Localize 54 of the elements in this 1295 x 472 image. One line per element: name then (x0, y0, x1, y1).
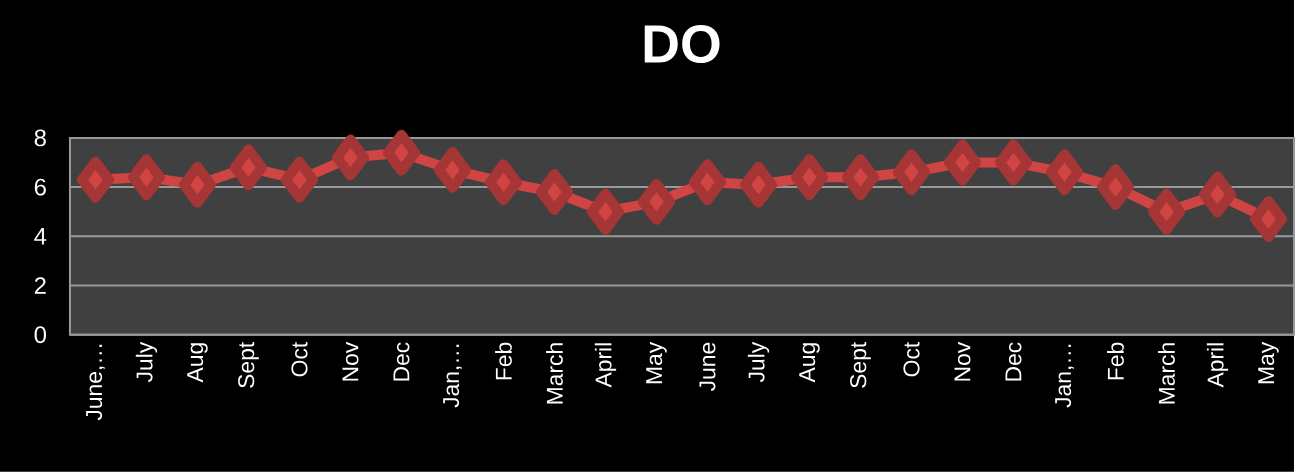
x-tick-label: Oct (291, 342, 308, 377)
point (433, 147, 471, 194)
point (739, 161, 777, 208)
x-tick-label: Feb (1107, 342, 1124, 380)
point (280, 156, 318, 203)
point (1199, 171, 1236, 218)
y-tick-label: 8 (34, 129, 46, 147)
x-tick-label: March (546, 343, 563, 404)
point (331, 134, 369, 181)
y-tick-label: 0 (34, 326, 47, 344)
point (229, 144, 267, 191)
chart-title: DO (644, 25, 720, 64)
x-tick-label: Oct (903, 342, 920, 377)
x-tick-label: Jan,… (1055, 345, 1074, 408)
x-tick-label: June,… (86, 345, 105, 421)
point (842, 154, 879, 201)
x-tick-label: Sept (850, 342, 871, 389)
point (382, 129, 420, 176)
point (1046, 149, 1083, 196)
x-tick-label: June (699, 342, 716, 392)
point (484, 159, 522, 206)
x-tick-label: Aug (799, 343, 820, 383)
point (790, 154, 828, 201)
point (1250, 196, 1287, 243)
x-tick-label: Dec (393, 342, 410, 381)
point (76, 156, 114, 203)
x-tick-label: Aug (187, 343, 208, 383)
x-tick-label: July (747, 342, 770, 383)
x-tick-label: March (1158, 343, 1175, 404)
x-tick-label: Nov (954, 342, 971, 381)
point (995, 139, 1032, 186)
x-tick-label: Dec (1005, 342, 1022, 381)
point (535, 169, 573, 216)
x-tick-label: April (594, 343, 617, 388)
x-tick-label: Feb (495, 342, 512, 380)
y-tick-label: 4 (34, 228, 47, 245)
point (127, 154, 165, 201)
point (586, 188, 624, 235)
y-tick-label: 6 (34, 178, 46, 196)
point (688, 159, 726, 206)
point (1097, 164, 1134, 211)
point (637, 179, 675, 226)
x-tick-label: May (646, 342, 667, 384)
x-tick-label: July (135, 342, 158, 383)
x-tick-label: Jan,… (443, 345, 462, 408)
x-tick-label: Sept (238, 342, 259, 389)
y-tick-label: 2 (34, 277, 46, 295)
point (1148, 188, 1185, 235)
x-tick-label: April (1206, 343, 1229, 388)
x-tick-label: Nov (342, 342, 359, 381)
x-tick-label: May (1258, 342, 1279, 384)
point (893, 149, 930, 196)
point (178, 161, 216, 208)
point (943, 139, 981, 186)
